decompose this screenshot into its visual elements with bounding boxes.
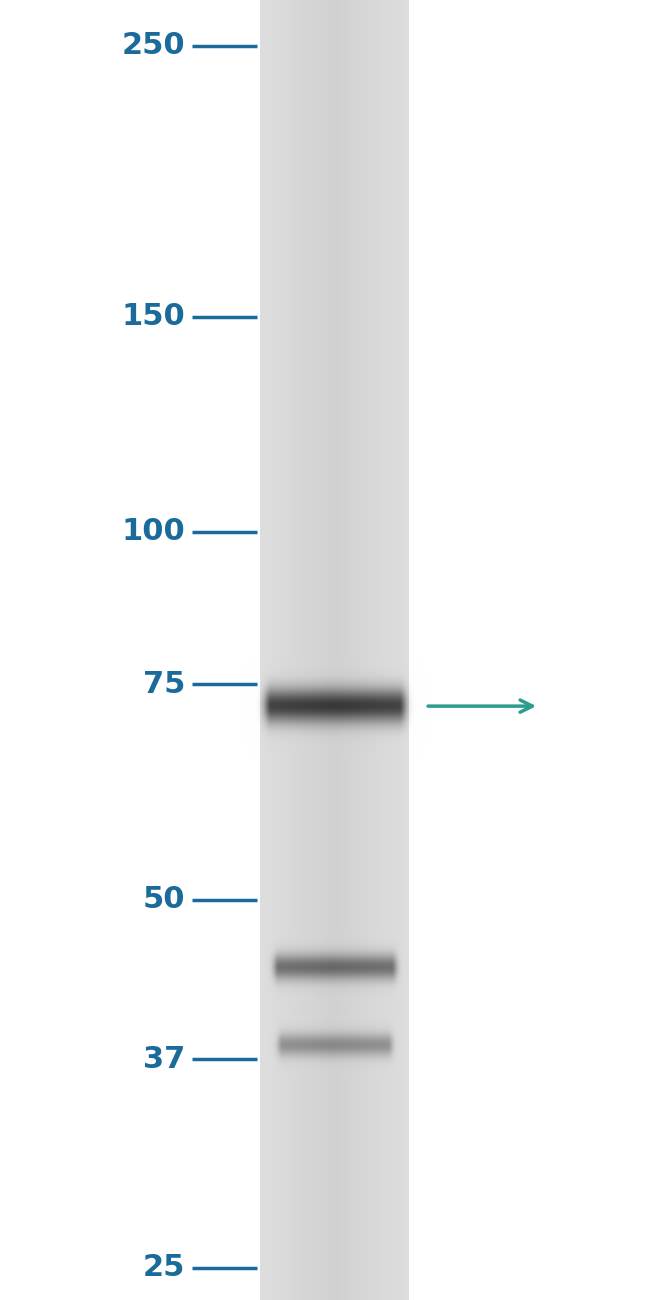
Text: 75: 75 bbox=[143, 670, 185, 699]
Text: 100: 100 bbox=[122, 517, 185, 546]
Text: 25: 25 bbox=[143, 1253, 185, 1282]
Text: 50: 50 bbox=[143, 885, 185, 914]
Text: 150: 150 bbox=[122, 302, 185, 332]
Text: 250: 250 bbox=[122, 31, 185, 60]
Text: 37: 37 bbox=[143, 1045, 185, 1074]
